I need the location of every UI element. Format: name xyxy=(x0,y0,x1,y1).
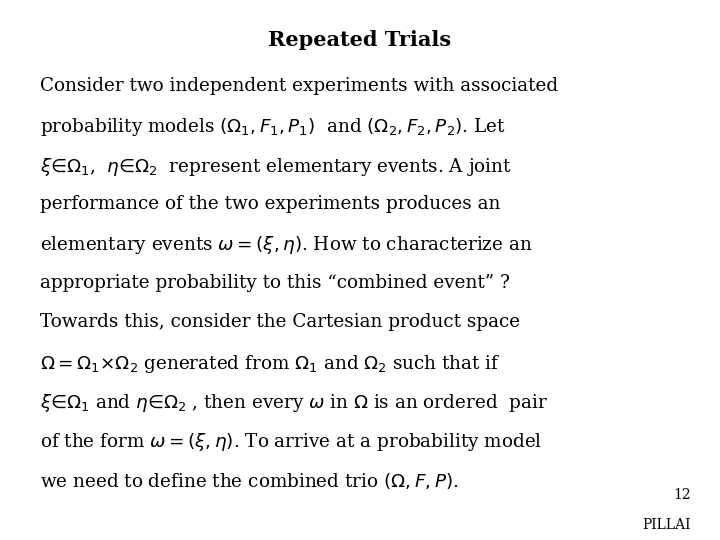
Text: performance of the two experiments produces an: performance of the two experiments produ… xyxy=(40,195,500,213)
Text: PILLAI: PILLAI xyxy=(643,518,691,532)
Text: Towards this, consider the Cartesian product space: Towards this, consider the Cartesian pro… xyxy=(40,313,520,331)
Text: we need to define the combined trio $(Ω, F, P)$.: we need to define the combined trio $(Ω,… xyxy=(40,471,458,491)
Text: probability models $(Ω_1, F_1, P_1)$  and $(Ω_2, F_2, P_2)$. Let: probability models $(Ω_1, F_1, P_1)$ and… xyxy=(40,116,505,138)
Text: $ξ∈Ω_1$,  $η∈Ω_2$  represent elementary events. A joint: $ξ∈Ω_1$, $η∈Ω_2$ represent elementary ev… xyxy=(40,156,511,178)
Text: of the form $ω = (ξ, η)$. To arrive at a probability model: of the form $ω = (ξ, η)$. To arrive at a… xyxy=(40,431,542,454)
Text: $ξ ∈ Ω_1$ and $η ∈ Ω_2$ , then every $ω$ in $Ω$ is an ordered  pair: $ξ ∈ Ω_1$ and $η ∈ Ω_2$ , then every $ω$… xyxy=(40,392,547,414)
Text: Repeated Trials: Repeated Trials xyxy=(269,30,451,50)
Text: elementary events $ω = (ξ, η)$. How to characterize an: elementary events $ω = (ξ, η)$. How to c… xyxy=(40,234,532,256)
Text: $Ω = Ω_1× Ω_2$ generated from $Ω_1$ and $Ω_2$ such that if: $Ω = Ω_1× Ω_2$ generated from $Ω_1$ and … xyxy=(40,353,500,375)
Text: appropriate probability to this “combined event” ?: appropriate probability to this “combine… xyxy=(40,274,510,292)
Text: 12: 12 xyxy=(674,488,691,502)
Text: Consider two independent experiments with associated: Consider two independent experiments wit… xyxy=(40,77,558,94)
